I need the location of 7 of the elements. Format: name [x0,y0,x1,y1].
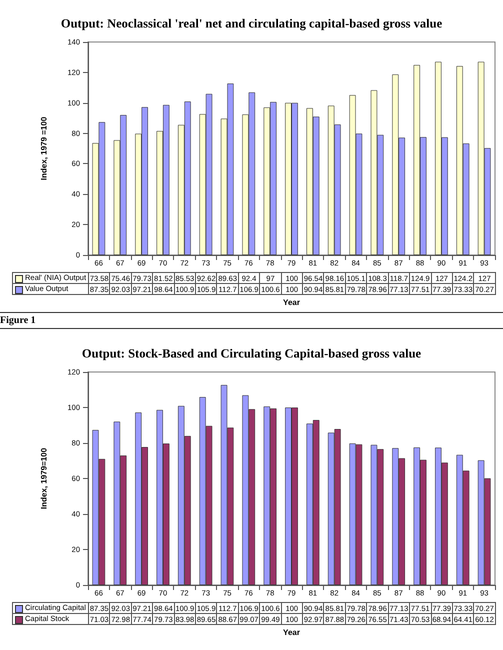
x-axis-title: Year [282,628,301,637]
chart-title: Output: Neoclassical 'real' net and circulating capital-based gross value [60,16,443,30]
y-axis-title: Index, 1979=100 [40,447,48,510]
x-axis-title: Year [282,298,301,307]
caption: Figure 1 [0,312,503,329]
chart-title: Output: Stock-Based and Circulating Capital-based gross value [82,346,422,360]
y-axis-title: Index, 1979 =100 [40,116,48,180]
